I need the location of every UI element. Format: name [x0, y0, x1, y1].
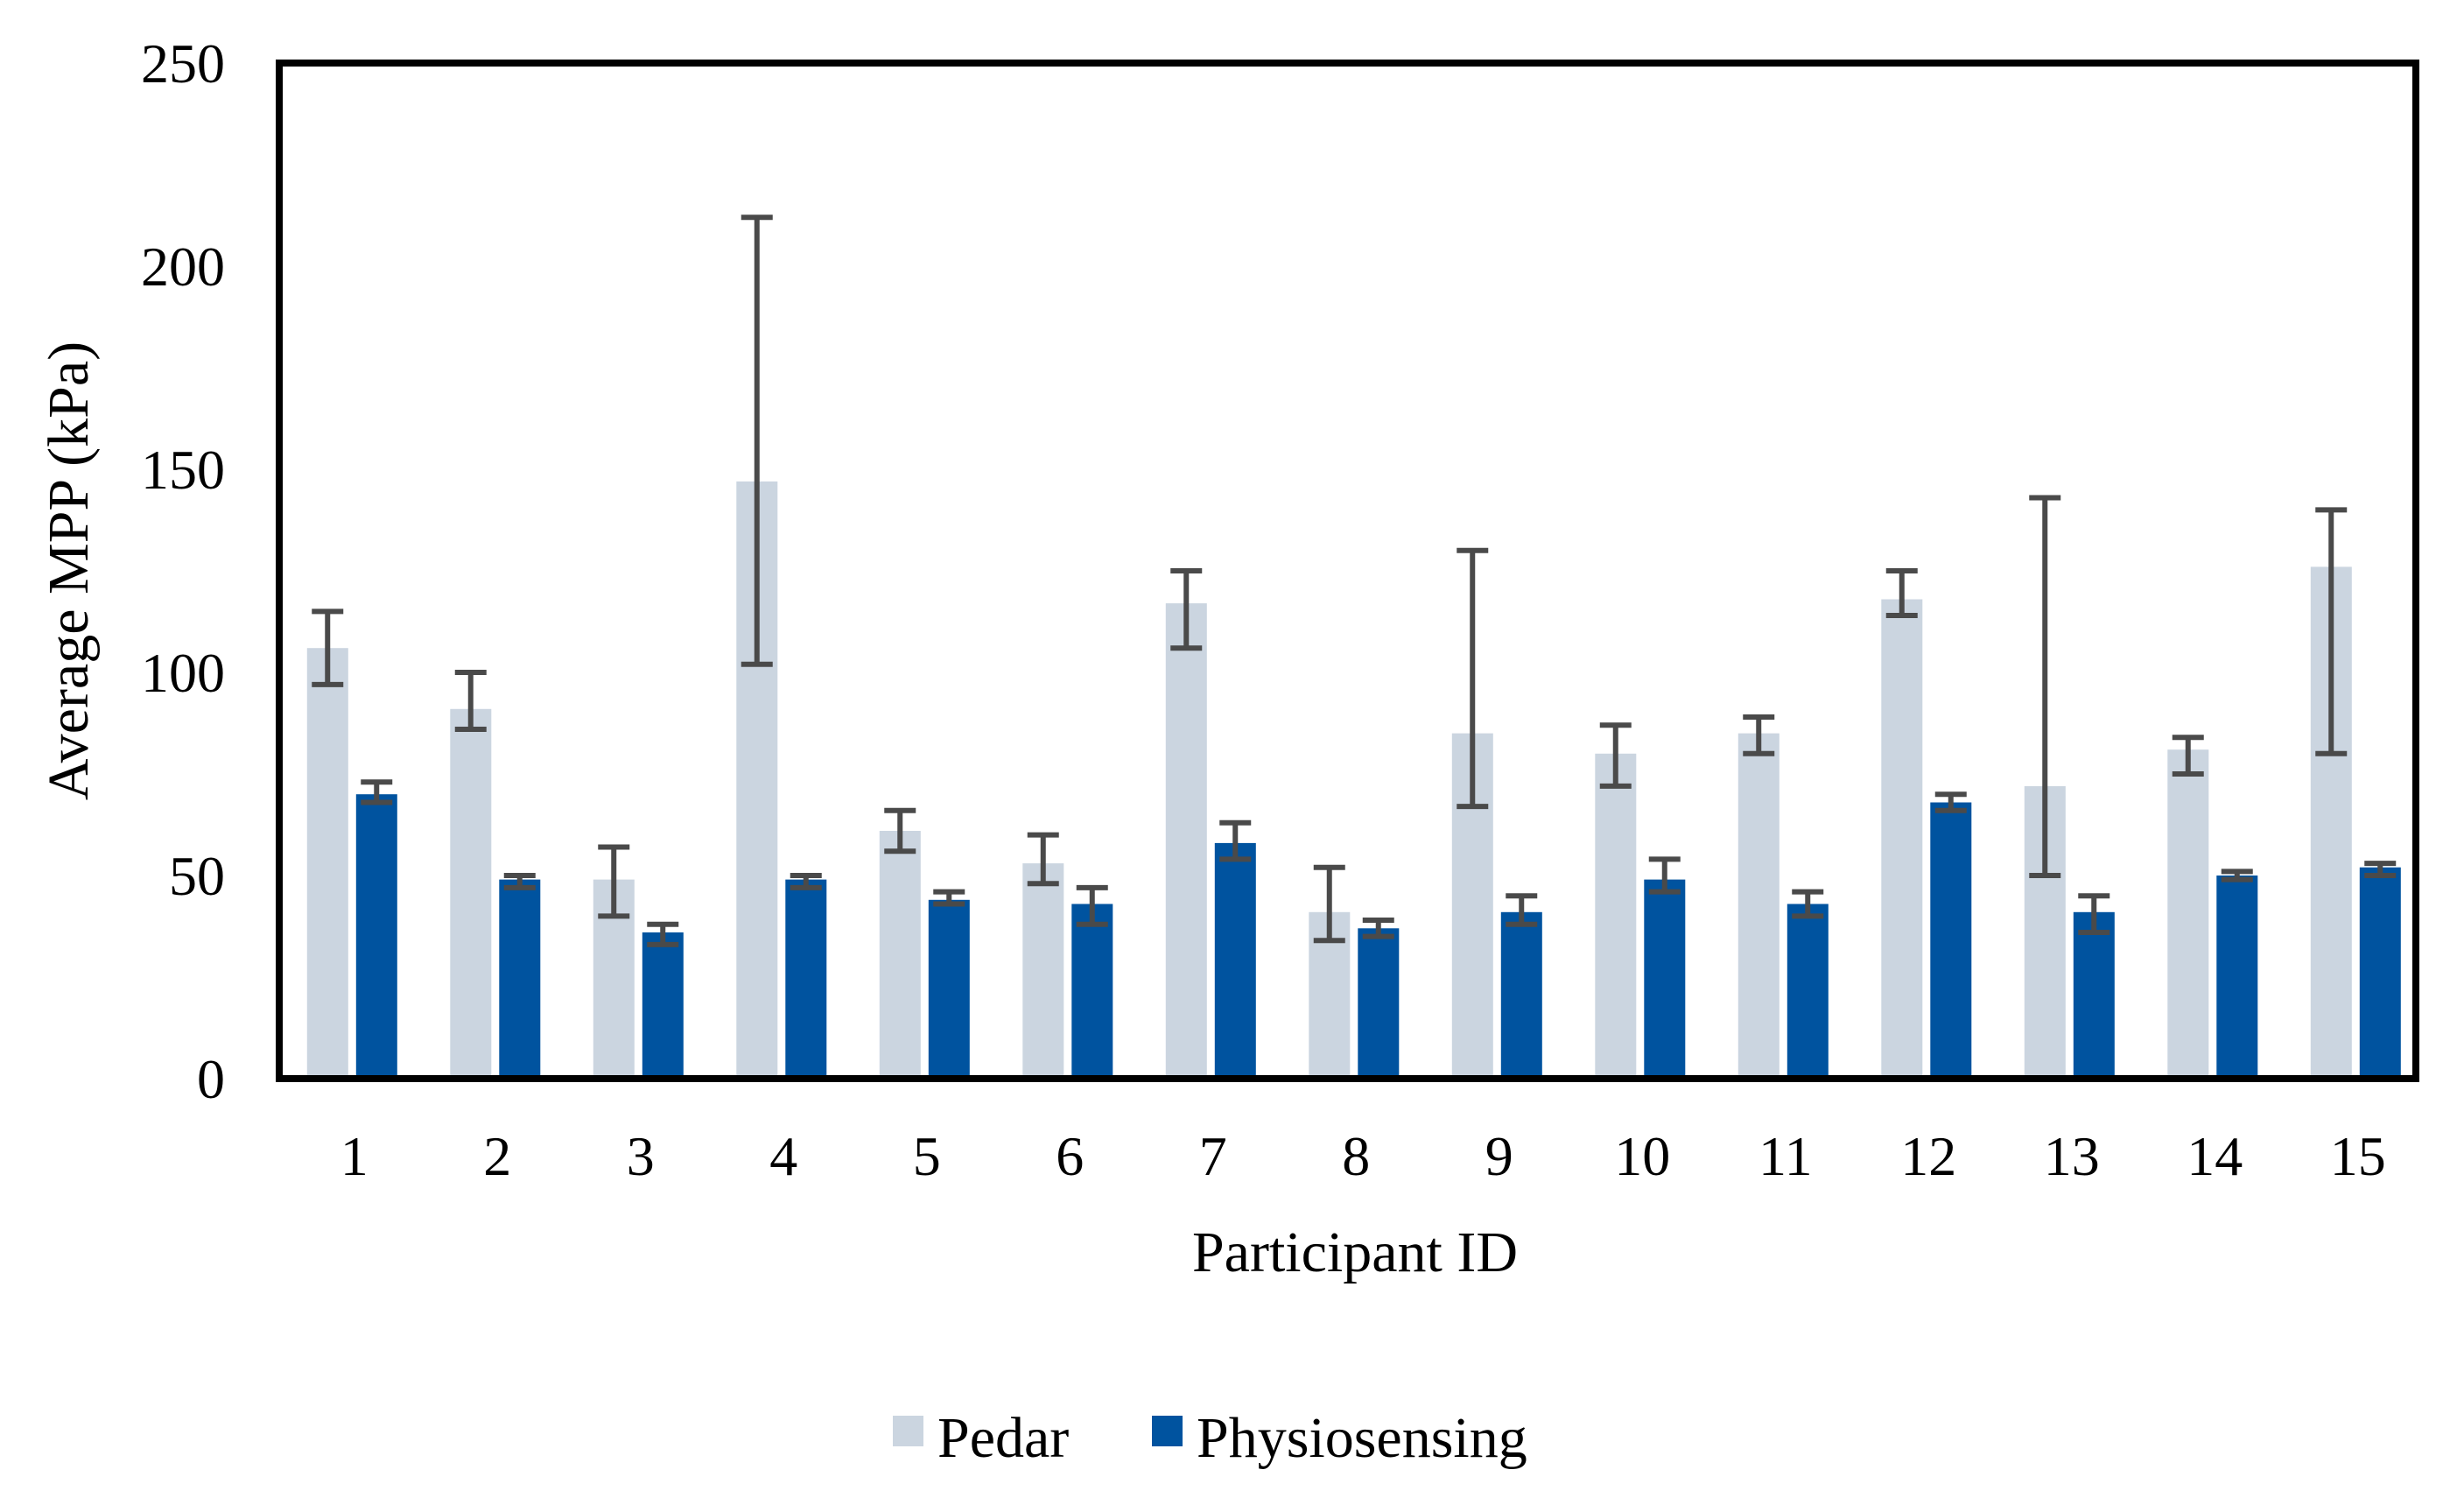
legend-swatch-pedar — [893, 1416, 923, 1446]
error-bar-physiosensing-12 — [1934, 791, 1967, 813]
error-bar-physiosensing-2 — [503, 873, 536, 890]
error-bar-pedar-9 — [1457, 547, 1489, 810]
bars-layer — [306, 481, 2401, 1079]
x-tick-label: 11 — [1758, 1125, 1813, 1187]
error-bar-pedar-1 — [312, 608, 344, 687]
x-tick-label: 1 — [340, 1125, 369, 1187]
y-tick-label: 250 — [141, 32, 225, 95]
legend: Pedar Physiosensing — [893, 1406, 1527, 1470]
y-tick-label: 200 — [141, 236, 225, 298]
plot-frame — [276, 60, 2419, 1082]
error-bar-pedar-2 — [454, 670, 487, 732]
error-bar-physiosensing-3 — [647, 921, 679, 947]
x-axis-title: Participant ID — [1192, 1220, 1518, 1284]
error-bar-physiosensing-13 — [2078, 893, 2110, 935]
error-bar-pedar-15 — [2315, 507, 2348, 756]
y-tick-label: 50 — [169, 845, 225, 907]
bar-physiosensing-13 — [2073, 911, 2115, 1079]
bar-physiosensing-15 — [2359, 867, 2401, 1079]
bar-physiosensing-7 — [1214, 842, 1256, 1079]
bar-physiosensing-11 — [1787, 904, 1829, 1079]
legend-label-physiosensing: Physiosensing — [1197, 1406, 1527, 1470]
bar-pedar-10 — [1595, 753, 1637, 1079]
error-bar-pedar-3 — [598, 844, 630, 919]
error-bar-pedar-5 — [884, 807, 916, 854]
bar-physiosensing-9 — [1500, 911, 1542, 1079]
x-axis-ticks: 1 2 3 4 5 6 7 8 9 10 11 12 13 14 15 — [340, 1125, 2386, 1187]
error-bar-physiosensing-7 — [1219, 819, 1252, 862]
error-bar-physiosensing-11 — [1792, 889, 1824, 919]
bar-physiosensing-8 — [1358, 928, 1400, 1079]
bar-physiosensing-2 — [499, 879, 541, 1079]
x-tick-label: 9 — [1485, 1125, 1513, 1187]
error-bars-layer — [312, 215, 2397, 947]
bar-physiosensing-12 — [1930, 802, 1972, 1079]
error-bar-pedar-14 — [2172, 735, 2204, 777]
y-tick-label: 100 — [141, 642, 225, 704]
x-tick-label: 2 — [483, 1125, 511, 1187]
x-tick-label: 12 — [1900, 1125, 1956, 1187]
x-tick-label: 7 — [1199, 1125, 1227, 1187]
x-tick-label: 5 — [913, 1125, 941, 1187]
error-bar-pedar-6 — [1027, 832, 1059, 887]
error-bar-pedar-12 — [1885, 568, 1918, 618]
error-bar-physiosensing-6 — [1076, 884, 1108, 927]
bar-physiosensing-4 — [785, 879, 827, 1079]
error-bar-pedar-4 — [741, 215, 773, 667]
error-bar-pedar-13 — [2029, 495, 2061, 878]
error-bar-pedar-7 — [1170, 568, 1203, 651]
x-tick-label: 13 — [2044, 1125, 2100, 1187]
bar-pedar-1 — [306, 648, 348, 1079]
x-tick-label: 6 — [1056, 1125, 1084, 1187]
error-bar-pedar-11 — [1743, 714, 1775, 756]
x-tick-label: 8 — [1342, 1125, 1370, 1187]
error-bar-pedar-8 — [1313, 864, 1345, 944]
error-bar-physiosensing-10 — [1648, 856, 1681, 895]
error-bar-physiosensing-8 — [1362, 918, 1394, 939]
error-bar-physiosensing-5 — [933, 889, 965, 907]
bar-physiosensing-3 — [642, 932, 684, 1079]
x-tick-label: 14 — [2187, 1125, 2243, 1187]
y-tick-label: 150 — [141, 439, 225, 501]
x-tick-label: 3 — [627, 1125, 655, 1187]
bar-physiosensing-10 — [1644, 879, 1686, 1079]
error-bar-physiosensing-14 — [2221, 869, 2253, 883]
error-bar-physiosensing-9 — [1506, 893, 1538, 927]
error-bar-physiosensing-15 — [2364, 861, 2397, 878]
x-tick-label: 15 — [2330, 1125, 2386, 1187]
error-bar-physiosensing-4 — [790, 873, 822, 890]
bar-physiosensing-1 — [355, 794, 397, 1079]
bar-pedar-6 — [1022, 863, 1064, 1079]
bar-pedar-11 — [1737, 733, 1780, 1079]
bar-pedar-14 — [2167, 749, 2209, 1079]
bar-physiosensing-5 — [928, 899, 970, 1079]
y-axis-title: Average MPP (kPa) — [37, 341, 101, 800]
bar-physiosensing-14 — [2216, 876, 2258, 1079]
legend-label-pedar: Pedar — [937, 1406, 1069, 1470]
x-tick-label: 4 — [769, 1125, 797, 1187]
bar-pedar-7 — [1165, 603, 1207, 1079]
bar-physiosensing-6 — [1071, 904, 1113, 1079]
error-bar-pedar-10 — [1599, 722, 1632, 789]
bar-pedar-12 — [1881, 599, 1923, 1079]
y-tick-label: 0 — [197, 1048, 225, 1110]
y-axis-ticks: 0 50 100 150 200 250 — [141, 32, 225, 1110]
bar-pedar-5 — [879, 831, 921, 1079]
legend-swatch-physiosensing — [1152, 1416, 1183, 1446]
error-bar-physiosensing-1 — [361, 779, 393, 805]
x-tick-label: 10 — [1614, 1125, 1670, 1187]
bar-pedar-2 — [450, 708, 492, 1079]
